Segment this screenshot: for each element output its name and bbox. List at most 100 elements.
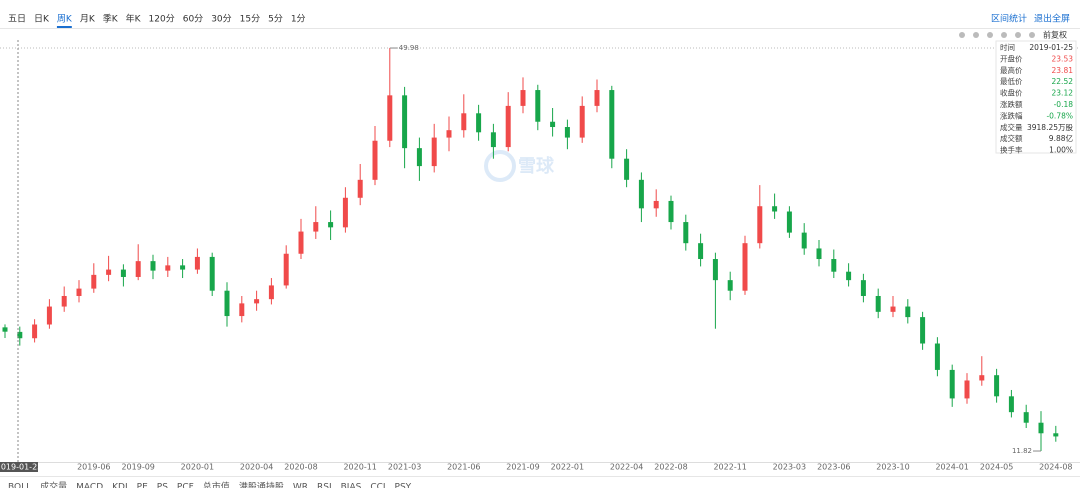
tooltip-value: 2019-01-25 (1029, 43, 1073, 52)
candle-body (461, 113, 467, 131)
period-tab[interactable]: 月K (80, 14, 96, 25)
tooltip-value: -0.78% (1046, 111, 1073, 120)
period-tab[interactable]: 季K (103, 13, 119, 25)
candle-body (150, 261, 156, 271)
indicator-tab[interactable]: 港股通持股 (239, 481, 284, 492)
indicator-tab[interactable]: PS (157, 483, 168, 492)
crosshair-date-box (0, 462, 38, 472)
candle-body (283, 253, 289, 286)
tooltip-label: 换手率 (1000, 145, 1023, 155)
candle-body (727, 280, 733, 291)
candle-body (431, 137, 437, 167)
candle-body (550, 121, 556, 128)
range-stats[interactable]: 区间统计 (991, 13, 1027, 25)
candle-body (638, 179, 644, 209)
x-tick-label: 2021-09 (506, 463, 539, 472)
candle-body (298, 231, 304, 254)
indicator-tab[interactable]: 总市值 (203, 481, 230, 492)
period-tab[interactable]: 五日 (8, 14, 26, 25)
tooltip-label: 成交额 (1000, 133, 1023, 143)
candle-body (801, 232, 807, 249)
period-tab[interactable]: 120分 (149, 14, 175, 25)
candle-body (224, 290, 230, 317)
period-tab[interactable]: 周K (57, 14, 73, 25)
x-tick-label: 2024-08 (1039, 463, 1072, 472)
tooltip-label: 成交量 (1000, 122, 1023, 132)
period-tab[interactable]: 30分 (211, 14, 231, 25)
candle-body (416, 148, 422, 167)
indicator-tab[interactable]: BOLL (8, 483, 31, 492)
candle-body (698, 243, 704, 260)
x-tick-label: 2020-04 (240, 463, 273, 472)
tooltip-value: -0.18 (1054, 100, 1074, 109)
candle-body (994, 375, 1000, 397)
candle-body (490, 132, 496, 148)
indicator-tab[interactable]: PSY (395, 483, 412, 492)
tooltip-label: 最低价 (1000, 76, 1023, 86)
period-tab[interactable]: 年K (126, 13, 142, 25)
candle-body (342, 197, 348, 228)
candle-body (520, 90, 526, 106)
indicator-tab[interactable]: PCF (177, 483, 194, 492)
x-tick-label: 2023-10 (876, 463, 909, 472)
indicator-tab[interactable]: BIAS (341, 483, 362, 492)
tooltip-label: 涨跌幅 (1000, 110, 1023, 120)
candle-body (772, 206, 778, 212)
candle-body (742, 243, 748, 291)
candle-body (949, 369, 955, 399)
candle-body (594, 90, 600, 106)
candle-body (268, 285, 274, 300)
candle-body (1008, 396, 1014, 413)
candle-body (505, 105, 511, 148)
indicator-tab[interactable]: 成交量 (40, 481, 67, 492)
x-tick-label: 2020-08 (284, 463, 317, 472)
period-tab[interactable]: 日K (34, 14, 50, 25)
candle-body (535, 90, 541, 122)
candle-body (328, 222, 334, 228)
candle-body (579, 105, 585, 138)
candle-body (668, 200, 674, 223)
exit-fullscreen[interactable]: 退出全屏 (1034, 13, 1070, 25)
candle-body (357, 179, 363, 198)
candle-body (1053, 433, 1059, 437)
candle-body (920, 317, 926, 344)
x-tick-label: 2022-01 (551, 463, 584, 472)
x-tick-label: 2019-06 (77, 463, 110, 472)
candle-body (254, 299, 260, 304)
indicator-tab[interactable]: MACD (76, 483, 103, 492)
x-tick-label: 2023-06 (817, 463, 850, 472)
candle-body (46, 306, 52, 325)
candle-body (816, 248, 822, 260)
indicator-tab[interactable]: PE (137, 483, 148, 492)
max-label: 49.98 (399, 44, 419, 52)
x-tick-label: 2021-06 (447, 463, 480, 472)
period-tab[interactable]: 15分 (240, 14, 260, 25)
indicator-tab[interactable]: WR (293, 483, 308, 492)
tooltip-label: 最高价 (1000, 65, 1023, 75)
candle-body (609, 90, 615, 159)
candle-body (106, 269, 112, 275)
x-tick-label: 2023-03 (773, 463, 806, 472)
indicator-tab[interactable]: KDJ (112, 483, 128, 492)
period-tab[interactable]: 60分 (183, 14, 203, 25)
candle-body (313, 222, 319, 232)
indicator-tab[interactable]: CCI (370, 483, 385, 492)
candle-body (683, 222, 689, 244)
tooltip-label: 时间 (1000, 42, 1015, 52)
candle-body (712, 259, 718, 281)
candle-body (180, 265, 186, 270)
period-tab[interactable]: 5分 (268, 14, 283, 25)
candle-body (61, 295, 67, 307)
candle-body (875, 295, 881, 312)
candle-body (2, 327, 8, 332)
adjust-mode[interactable]: 前复权 (1043, 30, 1067, 40)
x-tick-label: 2021-03 (388, 463, 421, 472)
x-tick-label: 2019-09 (121, 463, 154, 472)
indicator-tab[interactable]: RSI (317, 483, 332, 492)
x-tick-label: 2024-01 (935, 463, 968, 472)
candle-body (964, 380, 970, 399)
period-tab[interactable]: 1分 (291, 14, 306, 25)
tooltip-value: 9.88亿 (1049, 133, 1074, 143)
toolbar-icons (959, 32, 1035, 38)
